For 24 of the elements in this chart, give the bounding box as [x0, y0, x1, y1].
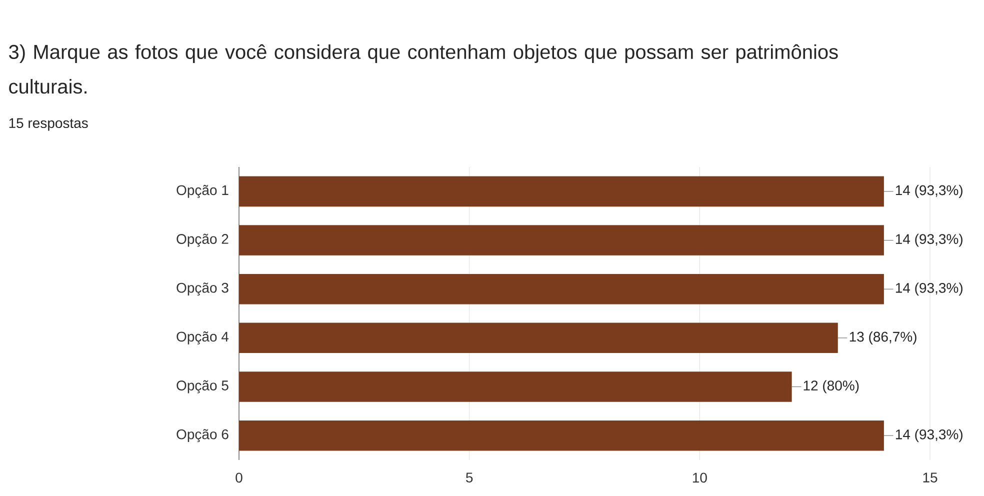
data-label: 14 (93,3%)	[896, 184, 962, 198]
bar	[239, 176, 884, 207]
bar	[239, 225, 884, 256]
data-label: 14 (93,3%)	[896, 429, 962, 442]
data-label: 13 (86,7%)	[850, 331, 916, 344]
data-label: 12 (80%)	[804, 380, 859, 394]
y-tick-label: Opção 1	[176, 184, 228, 198]
x-tick-label: 0	[236, 472, 242, 483]
chart-title: 3) Marque as fotos que você considera que contenham objetos que possam ser patrimônios culturais.	[9, 44, 838, 94]
y-tick-label: Opção 5	[176, 380, 228, 394]
y-tick-label: Opção 6	[176, 429, 228, 442]
x-tick-label: 5	[466, 472, 473, 482]
bar	[239, 420, 884, 451]
y-tick-label: Opção 3	[176, 282, 228, 296]
x-tick-label: 10	[692, 472, 707, 483]
x-tick-label: 15	[923, 472, 938, 482]
bar	[239, 372, 792, 402]
bar	[239, 274, 884, 304]
y-tick-label: Opção 4	[176, 331, 229, 344]
bar	[239, 322, 838, 354]
data-label: 14 (93,3%)	[896, 234, 962, 247]
data-label: 14 (93,3%)	[896, 282, 962, 296]
text: 15 respostas	[9, 118, 88, 131]
y-tick-label: Opção 2	[176, 234, 228, 247]
